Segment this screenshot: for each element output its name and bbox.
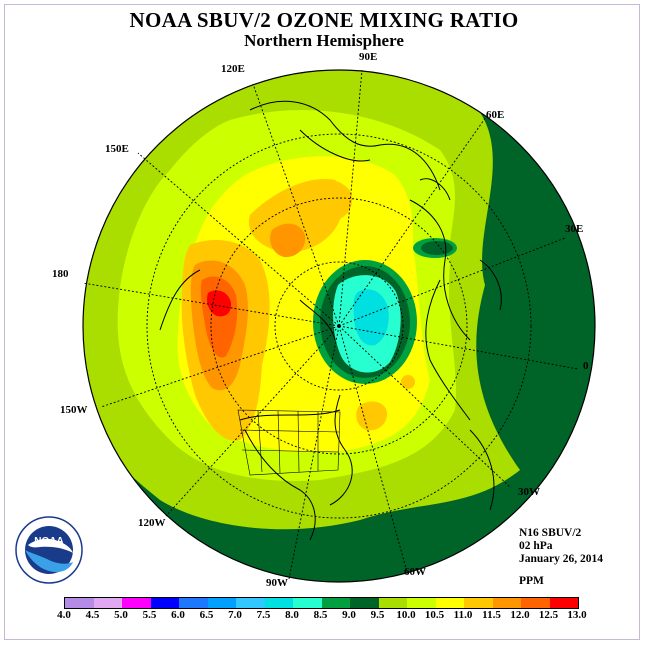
colorbar-swatch	[321, 598, 350, 608]
lon-label-150e: 150E	[105, 143, 129, 155]
lon-label-90e: 90E	[359, 51, 378, 63]
colorbar-swatch	[207, 598, 236, 608]
units-label: PPM	[519, 575, 544, 587]
colorbar-tick-label: 9.0	[342, 609, 356, 621]
lon-label-90w: 90W	[266, 577, 288, 589]
colorbar-tick-label: 10.0	[396, 609, 416, 621]
colorbar-swatch	[492, 598, 521, 608]
lon-label-60w: 60W	[404, 566, 426, 578]
map-disc-outline	[82, 69, 596, 583]
colorbar-tick-label: 11.5	[482, 609, 501, 621]
svg-text:NOAA: NOAA	[34, 536, 63, 547]
ozone-band-12.5	[207, 290, 232, 317]
us-state-boundaries	[237, 409, 341, 476]
colorbar-swatch	[150, 598, 179, 608]
colorbar-tick-label: 8.0	[285, 609, 299, 621]
colorbar-swatch	[407, 598, 436, 608]
colorbar-tick-label: 12.5	[538, 609, 559, 621]
colorbar	[64, 597, 579, 609]
image-frame	[4, 4, 640, 640]
colorbar-swatch	[179, 598, 208, 608]
ozone-band-11.0-east	[356, 401, 388, 431]
colorbar-swatch	[65, 598, 94, 608]
colorbar-swatch	[93, 598, 122, 608]
lon-label-150w: 150W	[60, 404, 88, 416]
lon-label-120e: 120E	[221, 63, 245, 75]
satellite-label: N16 SBUV/2	[519, 527, 582, 539]
colorbar-tick-label: 5.0	[114, 609, 128, 621]
lon-label-30e: 30E	[565, 223, 584, 235]
colorbar-tick-label: 6.5	[199, 609, 214, 621]
date-label: January 26, 2014	[519, 553, 604, 565]
colorbar-swatch	[122, 598, 151, 608]
colorbar-swatch	[293, 598, 322, 608]
ozone-band-11.0-spot	[401, 375, 415, 389]
colorbar-tick-label: 11.0	[453, 609, 473, 621]
colorbar-tick-label: 10.5	[424, 609, 445, 621]
map-title: NOAA SBUV/2 OZONE MIXING RATIO	[129, 8, 519, 32]
colorbar-tick-label: 4.0	[57, 609, 71, 621]
colorbar-swatch	[350, 598, 379, 608]
colorbar-swatch	[521, 598, 550, 608]
colorbar-tick-label: 4.5	[85, 609, 100, 621]
colorbar-swatch	[464, 598, 493, 608]
colorbar-swatch	[378, 598, 407, 608]
ozone-band-11.5-north	[270, 223, 306, 258]
coastlines	[159, 100, 502, 541]
lon-label-30w: 30W	[518, 486, 540, 498]
colorbar-tick-label: 12.0	[510, 609, 530, 621]
colorbar-swatch	[264, 598, 293, 608]
colorbar-tick-label: 8.5	[313, 609, 328, 621]
ozone-band-7.5	[353, 289, 389, 346]
pressure-level-label: 02 hPa	[519, 540, 553, 552]
ozone-band-11.0-top	[299, 179, 353, 222]
lon-label-180: 180	[52, 268, 69, 280]
colorbar-tick-label: 9.5	[370, 609, 385, 621]
colorbar-tick-label: 7.0	[228, 609, 242, 621]
colorbar-swatch	[435, 598, 464, 608]
colorbar-swatch	[549, 598, 578, 608]
colorbar-tick-label: 5.5	[142, 609, 157, 621]
map-subtitle: Northern Hemisphere	[244, 31, 404, 50]
graticule	[82, 69, 579, 580]
colorbar-swatch	[236, 598, 265, 608]
lon-label-60e: 60E	[486, 109, 505, 121]
ozone-band-9.0-east	[421, 241, 453, 255]
colorbar-tick-label: 7.5	[256, 609, 271, 621]
lon-label-0: 0	[583, 360, 589, 372]
colorbar-tick-label: 6.0	[171, 609, 185, 621]
lon-label-120w: 120W	[138, 517, 166, 529]
colorbar-tick-label: 13.0	[567, 609, 587, 621]
noaa-logo: NOAA	[15, 516, 83, 584]
